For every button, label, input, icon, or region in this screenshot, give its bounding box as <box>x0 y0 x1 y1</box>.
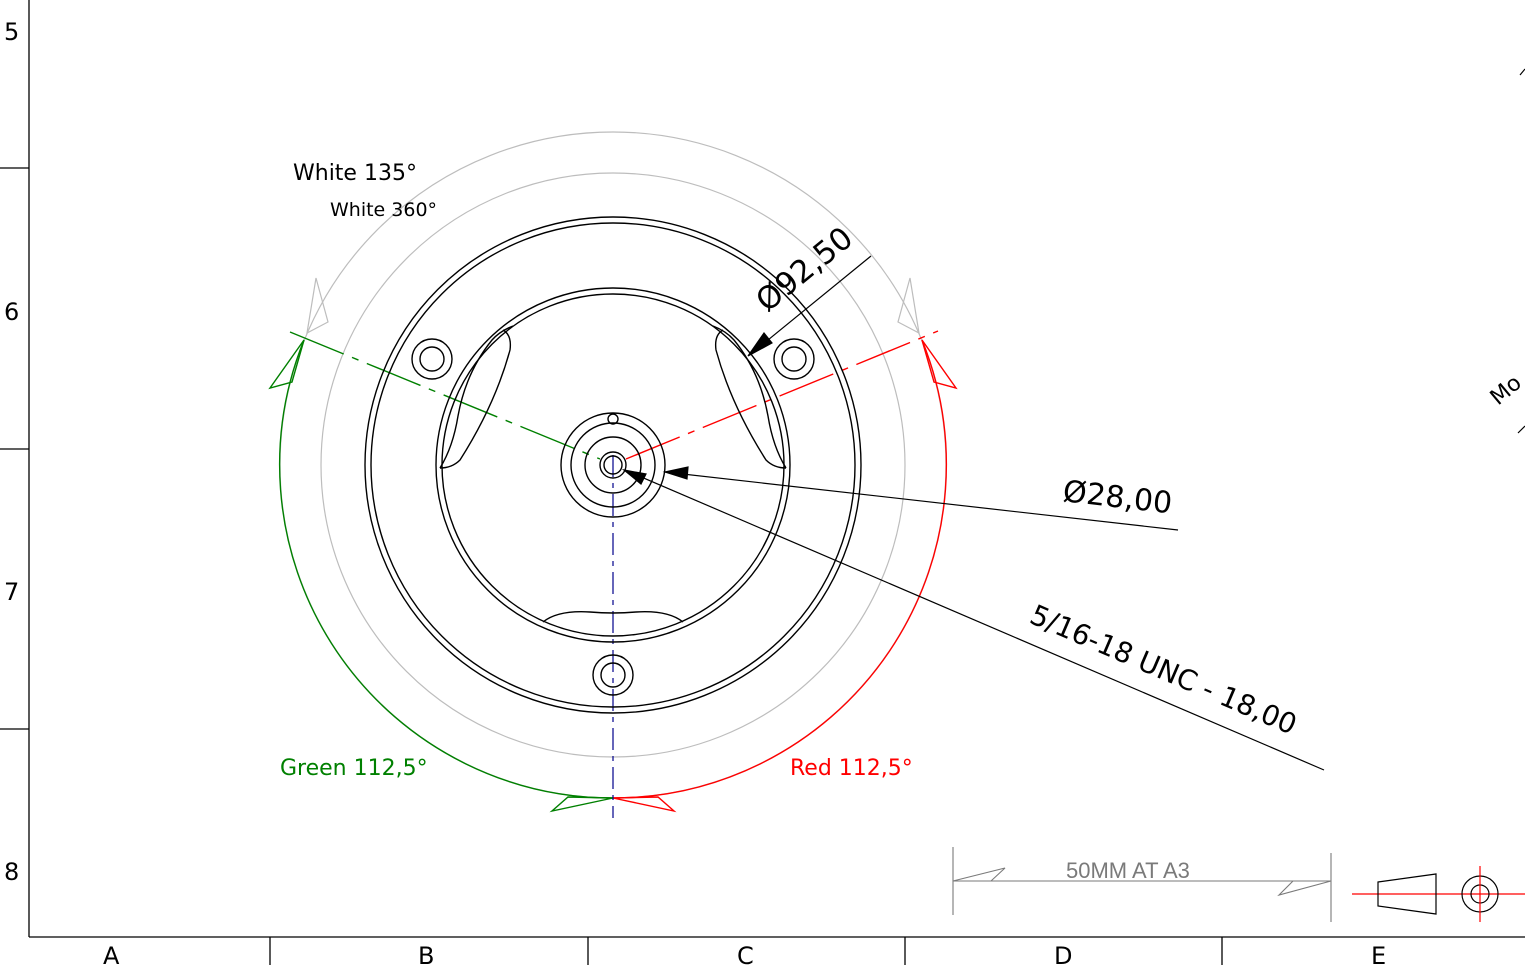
row-label-5: 5 <box>4 18 19 46</box>
hub-outer <box>560 412 666 518</box>
projection-cone <box>1377 873 1437 915</box>
mounting-hole-bottom-outer <box>592 654 634 696</box>
outer-ring-1 <box>364 216 862 714</box>
mounting-hole-left-inner <box>419 346 445 372</box>
thread-callout: 5/16-18 UNC - 18,00 <box>1025 598 1301 741</box>
row-label-8: 8 <box>4 858 19 886</box>
mounting-hole-bottom-inner <box>600 662 626 688</box>
part-outline <box>364 216 862 714</box>
partial-edge-mark-2 <box>1517 425 1525 434</box>
red-arrow-bottom <box>612 796 677 813</box>
red-range-indicator <box>612 330 958 813</box>
arrowhead-hub-diameter <box>662 466 689 480</box>
leader-hub-diameter <box>664 471 1179 531</box>
column-label-c: C <box>737 942 754 970</box>
green-arrow-bottom <box>549 796 614 813</box>
scale-bar-label: 50MM AT A3 <box>1066 858 1190 883</box>
hub-bore-inner <box>603 455 623 475</box>
white-360-label: White 360° <box>330 199 437 221</box>
grey-arrow-right <box>897 277 920 335</box>
grip-cutout-left <box>439 325 514 469</box>
mounting-hole-right-outer <box>773 338 815 380</box>
column-label-a: A <box>103 942 120 970</box>
hub-ring-3 <box>584 436 642 494</box>
projection-symbol <box>1352 866 1525 922</box>
row-labels: 5 6 7 8 <box>4 18 19 886</box>
partial-edge-text: Mo <box>1486 371 1525 411</box>
scale-arrow-right <box>1277 880 1332 897</box>
column-label-e: E <box>1371 942 1386 970</box>
hub-bore <box>599 451 627 479</box>
row-label-6: 6 <box>4 298 19 326</box>
dimension-leaders <box>621 255 1325 771</box>
grip-cutout-right <box>712 325 787 469</box>
green-dashed-radius <box>289 331 601 460</box>
white-135-label: White 135° <box>293 161 417 186</box>
leader-thread <box>624 469 1325 771</box>
scale-bar <box>952 847 1332 922</box>
red-range-label: Red 112,5° <box>790 756 913 781</box>
row-label-7: 7 <box>4 578 19 606</box>
partial-edge-mark-1 <box>1519 68 1525 76</box>
inner-ring-1 <box>435 287 791 643</box>
mounting-hole-right-inner <box>781 346 807 372</box>
green-range-indicator <box>268 331 614 813</box>
arrowhead-outer-diameter <box>747 331 773 357</box>
grey-arrow-left <box>306 277 329 335</box>
red-dashed-radius <box>625 330 939 460</box>
outer-ring-2 <box>370 222 856 708</box>
hub-ring-2 <box>570 422 656 508</box>
green-range-label: Green 112,5° <box>280 756 428 781</box>
column-label-b: B <box>418 942 434 970</box>
column-label-d: D <box>1054 942 1072 970</box>
scale-arrow-left <box>952 867 1006 882</box>
mounting-hole-left-outer <box>411 338 453 380</box>
set-screw-hole <box>607 413 619 425</box>
arrowhead-thread <box>621 468 647 485</box>
hub-diameter-dimension: Ø28,00 <box>1061 474 1174 521</box>
column-labels: A B C D E <box>103 942 1386 970</box>
leader-outer-diameter <box>751 255 872 354</box>
red-arrow-top <box>921 339 958 390</box>
grip-cutout-bottom <box>542 611 684 623</box>
green-arrow-top <box>268 339 305 390</box>
